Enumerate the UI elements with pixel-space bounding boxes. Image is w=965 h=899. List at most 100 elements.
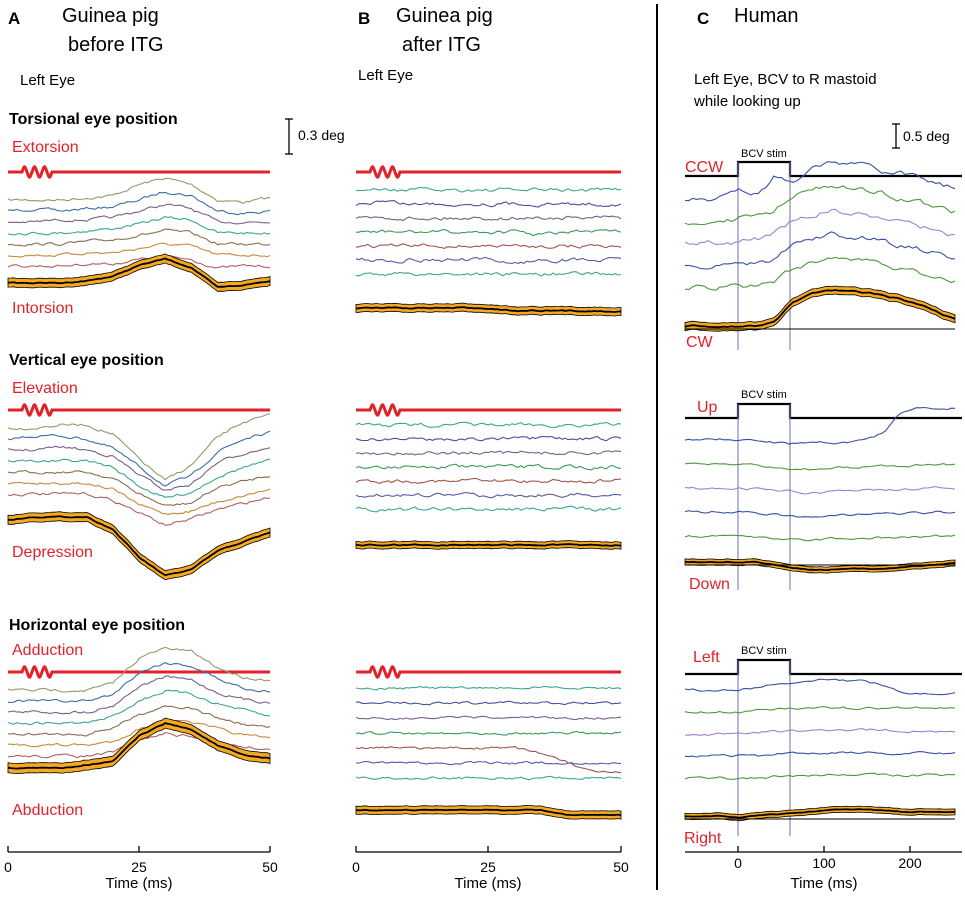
dir-label-adduction: Adduction <box>12 642 83 659</box>
dir-label-cw: CW <box>686 334 714 351</box>
c-vertical-trial-1 <box>684 406 956 445</box>
a-vertical-trial-2 <box>7 430 271 487</box>
axis-b-tick-label-25: 25 <box>480 859 496 875</box>
b-torsional-trial-5 <box>355 243 622 249</box>
stim-b-horizontal <box>356 665 621 679</box>
b-torsional-trial-2 <box>355 200 622 208</box>
a-horizontal-mean-band <box>7 717 271 775</box>
b-torsional-trial-4 <box>356 228 622 237</box>
a-torsional-trial-3 <box>7 203 271 225</box>
stim-b-vertical <box>356 403 621 417</box>
a-torsional-trial-5 <box>7 228 271 247</box>
stim-a-torsional <box>8 165 270 179</box>
b-horizontal-trial-6 <box>355 760 622 766</box>
bcv-stim-label-1: BCV stim <box>741 148 787 160</box>
axis-a-ticks <box>7 846 271 852</box>
panel-a-title-line1: Guinea pig <box>62 5 159 27</box>
b-horizontal-mean-band <box>355 805 622 820</box>
a-vertical-trial-1 <box>7 413 271 481</box>
a-torsional-trial-6 <box>7 242 271 258</box>
stim-c-horizontal <box>685 658 962 676</box>
a-vertical-trial-7 <box>7 491 271 526</box>
b-horizontal-mean-line <box>355 808 622 817</box>
b-vertical-trial-4 <box>355 463 622 471</box>
traces-layer <box>7 160 962 836</box>
dir-label-ccw: CCW <box>685 159 724 176</box>
b-vertical-trial-1 <box>355 421 622 429</box>
c-vertical-trial-2 <box>684 462 956 471</box>
scale-label-c: 0.5 deg <box>903 128 950 144</box>
a-torsional-mean-line <box>7 257 271 288</box>
panel-b-eye-label: Left Eye <box>358 67 413 84</box>
b-horizontal-trial-4 <box>355 730 622 736</box>
dir-label-abduction: Abduction <box>12 802 83 819</box>
b-vertical-mean-line <box>355 543 622 547</box>
dir-label-intorsion: Intorsion <box>12 300 73 317</box>
b-torsional-trial-3 <box>355 215 622 222</box>
panel-b-letter: B <box>358 9 370 28</box>
dir-label-right: Right <box>684 830 722 847</box>
c-torsional-trial-5 <box>684 256 956 291</box>
b-vertical-trial-5 <box>355 477 622 484</box>
axis-c-xlabel: Time (ms) <box>791 875 858 892</box>
b-horizontal-trial-5 <box>355 745 622 774</box>
axis-b-tick-label-0: 0 <box>352 859 360 875</box>
section-title-vertical: Vertical eye position <box>9 352 164 369</box>
panel-a-letter: A <box>8 9 20 28</box>
a-horizontal-trial-4 <box>7 689 271 726</box>
axis-a-tick-label-0: 0 <box>4 859 12 875</box>
dir-label-down: Down <box>689 576 730 593</box>
c-vertical-mean-line <box>684 560 956 572</box>
c-horizontal-trial-5 <box>684 772 955 780</box>
dir-label-depression: Depression <box>12 544 93 561</box>
a-vertical-trial-4 <box>7 458 271 498</box>
c-horizontal-trial-3 <box>684 728 956 736</box>
c-vertical-trial-3 <box>684 486 956 495</box>
a-vertical-trial-6 <box>7 481 271 515</box>
panel-c-letter: C <box>697 9 709 28</box>
axis-a-xlabel: Time (ms) <box>106 875 173 892</box>
stim-a-vertical <box>8 403 270 417</box>
c-torsional-trial-1 <box>684 161 956 202</box>
a-horizontal-trial-5 <box>7 705 271 737</box>
bcv-stim-label-3: BCV stim <box>741 645 787 657</box>
axis-c-tick-label-0: 0 <box>734 855 742 871</box>
panel-c-eye-line1: Left Eye, BCV to R mastoid <box>694 71 877 88</box>
stim-b-torsional <box>356 165 621 179</box>
a-vertical-trial-3 <box>7 445 271 491</box>
b-torsional-trial-7 <box>355 271 622 277</box>
dir-label-extorsion: Extorsion <box>12 139 79 156</box>
a-torsional-trial-4 <box>7 215 271 236</box>
a-vertical-trial-5 <box>7 469 271 506</box>
b-horizontal-trial-7 <box>355 775 622 781</box>
b-torsional-trial-6 <box>355 256 622 265</box>
panel-c-title: Human <box>734 5 798 27</box>
c-vertical-trial-4 <box>684 510 956 518</box>
a-torsional-trial-1 <box>7 177 271 204</box>
axis-b-xlabel: Time (ms) <box>455 875 522 892</box>
panel-c-eye-line2: while looking up <box>693 93 801 110</box>
stim-a-horizontal <box>8 665 270 679</box>
b-vertical-trial-7 <box>355 505 622 513</box>
c-torsional-trial-4 <box>684 231 956 270</box>
axis-b-ticks <box>355 846 622 852</box>
a-horizontal-trial-3 <box>7 675 271 715</box>
a-horizontal-trial-1 <box>7 646 271 693</box>
c-horizontal-trial-1 <box>684 678 956 696</box>
scale-label-a: 0.3 deg <box>298 127 345 143</box>
a-horizontal-mean-line <box>7 722 271 770</box>
panel-a-eye-label: Left Eye <box>20 72 75 89</box>
a-vertical-mean-line <box>8 515 271 577</box>
b-horizontal-trial-3 <box>355 715 622 721</box>
b-horizontal-trial-2 <box>355 700 622 706</box>
b-horizontal-trial-1 <box>355 685 622 691</box>
a-horizontal-trial-2 <box>7 661 271 704</box>
c-torsional-trial-3 <box>684 208 956 246</box>
c-horizontal-trial-2 <box>684 706 956 714</box>
a-torsional-trial-2 <box>8 191 271 216</box>
axis-a-tick-label-25: 25 <box>131 859 147 875</box>
c-horizontal-trial-4 <box>684 751 956 758</box>
b-torsional-trial-1 <box>355 186 622 193</box>
dir-label-elevation: Elevation <box>12 380 78 397</box>
